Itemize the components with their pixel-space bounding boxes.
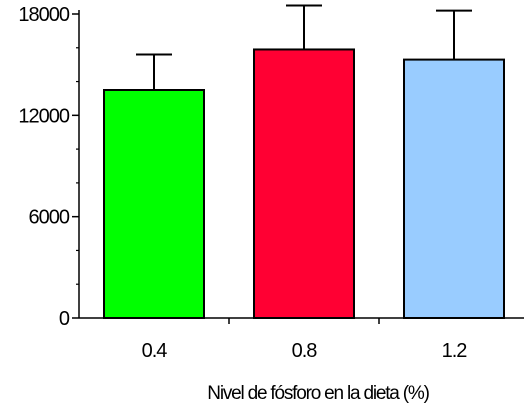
y-tick-label-6000: 6000 [29,207,70,229]
y-tick-label-12000: 12000 [18,105,69,127]
bar-1.2 [403,58,505,319]
plot-area: 0.4 0.8 1.2 0 6000 12000 18000 [18,4,524,362]
x-tick-label-0.8: 0.8 [292,340,318,362]
bar-0.4 [103,89,205,319]
y-tick-label-0: 0 [59,308,70,330]
x-axis-title: Nivel de fósforo en la dieta (%) [207,383,429,404]
x-tick-label-1.2: 1.2 [442,340,468,362]
bar-0.8 [253,48,355,319]
y-tick-label-18000: 18000 [18,4,69,26]
x-tick-label-0.4: 0.4 [142,340,168,362]
